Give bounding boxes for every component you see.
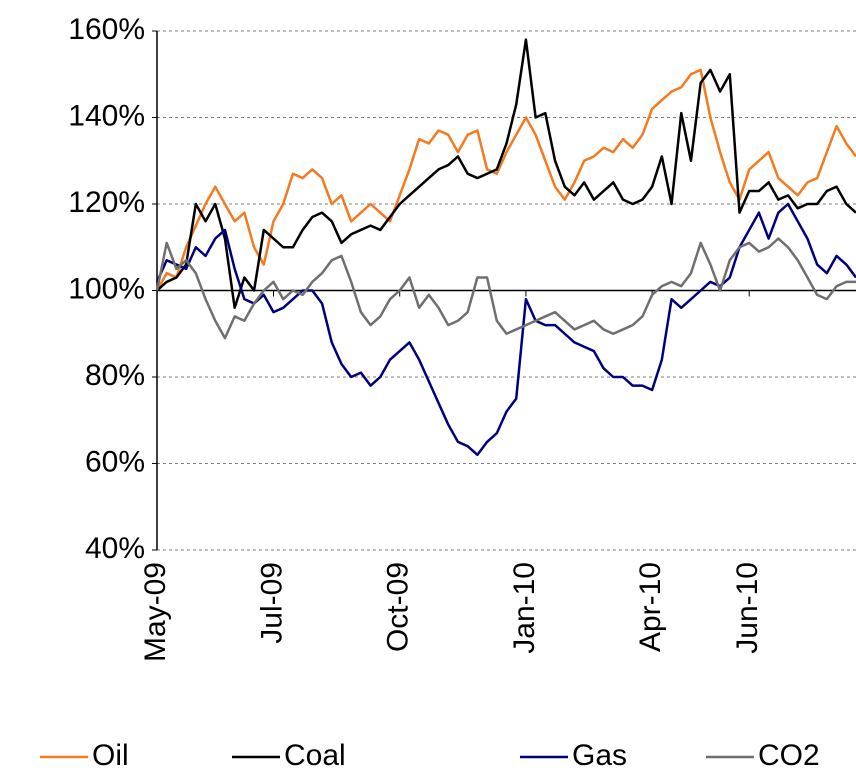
y-tick-label: 120%	[68, 186, 145, 219]
series-line	[155, 68, 856, 292]
x-tick-label: Apr-10	[634, 562, 667, 652]
y-tick-label: 140%	[68, 99, 145, 132]
legend-label: CO2	[758, 739, 820, 772]
y-tick-label: 160%	[68, 13, 145, 46]
x-tick-label: May-09	[139, 562, 172, 662]
series-line	[155, 237, 856, 340]
x-tick-label: Oct-09	[382, 562, 415, 652]
x-tick-label: Jan-10	[508, 562, 541, 654]
x-tick-label: Jun-10	[731, 562, 764, 654]
x-tick-label: Jul-09	[255, 562, 288, 644]
y-tick-label: 80%	[85, 359, 145, 392]
legend-label: Gas	[572, 739, 627, 772]
y-tick-label: 100%	[68, 272, 145, 305]
legend-label: Coal	[284, 739, 346, 772]
series-line	[156, 38, 856, 310]
y-tick-label: 60%	[85, 445, 145, 478]
y-tick-label: 40%	[85, 532, 145, 565]
legend-label: Oil	[92, 739, 129, 772]
